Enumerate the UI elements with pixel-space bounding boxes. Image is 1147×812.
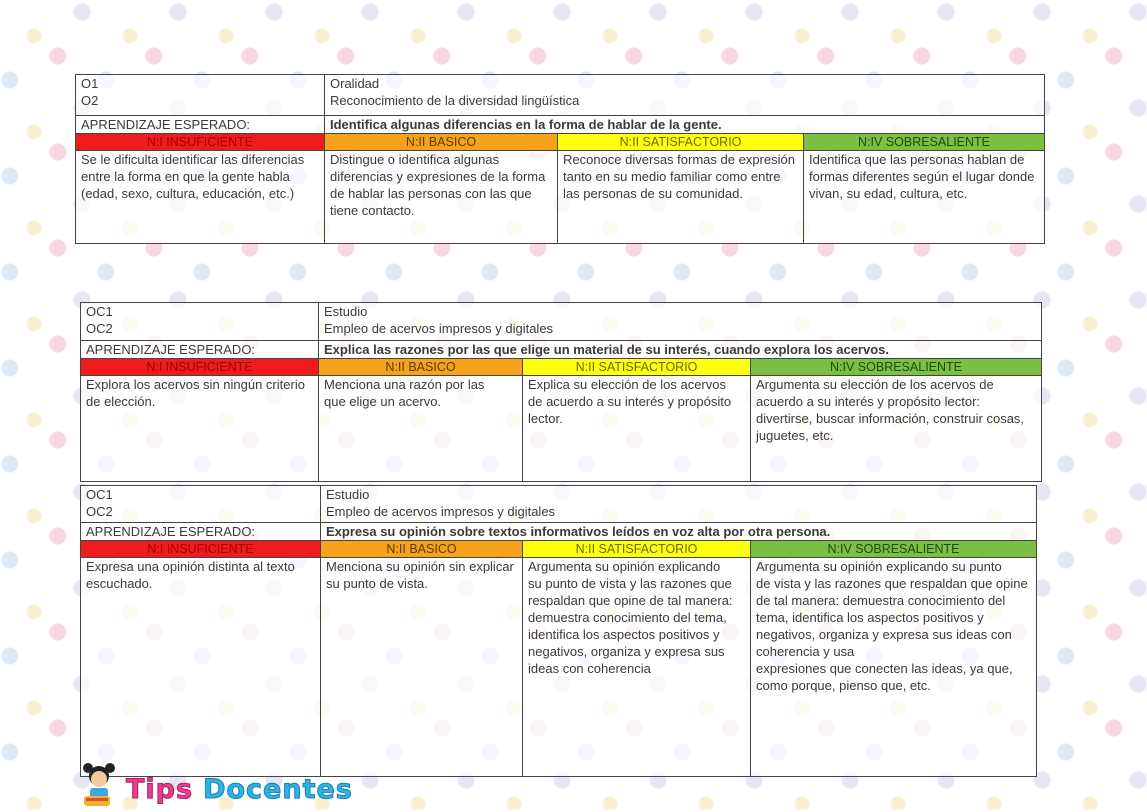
rubric-table: O1 O2 Oralidad Reconocimiento de la diver… bbox=[75, 74, 1046, 244]
level-header-iii: N:II SATISFACTORIO bbox=[522, 540, 751, 558]
level-header-ii: N:II BASICO bbox=[318, 358, 523, 376]
level-descriptor-iv: Identifica que las personas hablan de fo… bbox=[802, 150, 1046, 244]
aprendizaje-label: APRENDIZAJE ESPERADO: bbox=[75, 115, 325, 134]
level-header-iii: N:II SATISFACTORIO bbox=[557, 133, 804, 151]
level-header-i: N:I INSUFICIENTE bbox=[80, 358, 319, 376]
level-header-iv: N:IV SOBRESALIENTE bbox=[802, 133, 1046, 151]
field-topics: Oralidad Reconocimiento de la diversidad… bbox=[323, 74, 1046, 116]
tips-docentes-logo: Tips Docentes bbox=[80, 762, 353, 807]
level-descriptor-i: Expresa una opinión distinta al texto es… bbox=[80, 557, 321, 777]
level-descriptor-i: Explora los acervos sin ningún criterio … bbox=[80, 375, 319, 482]
field-codes: OC1 OC2 bbox=[80, 485, 321, 523]
field-codes: OC1 OC2 bbox=[80, 302, 319, 341]
rubric-table: OC1 OC2 Estudio Empleo de acervos impreso… bbox=[80, 485, 1038, 777]
level-descriptor-ii: Menciona su opinión sin explicar su punt… bbox=[320, 557, 523, 777]
level-descriptor-ii: Distingue o identifica algunas diferenci… bbox=[324, 150, 558, 244]
aprendizaje-label: APRENDIZAJE ESPERADO: bbox=[80, 522, 321, 541]
field-topics: Estudio Empleo de acervos impresos y dig… bbox=[319, 485, 1038, 523]
level-header-ii: N:II BASICO bbox=[324, 133, 558, 151]
aprendizaje-label: APRENDIZAJE ESPERADO: bbox=[80, 340, 319, 359]
level-header-iii: N:II SATISFACTORIO bbox=[522, 358, 751, 376]
level-descriptor-iii: Explica su elección de los acervos de ac… bbox=[522, 375, 751, 482]
level-descriptor-iii: Reconoce diversas formas de expresión ta… bbox=[557, 150, 804, 244]
aprendizaje-esperado: Explica las razones por las que elige un… bbox=[317, 340, 1043, 359]
level-descriptor-i: Se le dificulta identificar las diferenc… bbox=[75, 150, 325, 244]
girl-mascot-icon bbox=[80, 762, 122, 807]
field-topics: Estudio Empleo de acervos impresos y dig… bbox=[317, 302, 1043, 341]
level-header-i: N:I INSUFICIENTE bbox=[80, 540, 321, 558]
level-descriptor-ii: Menciona una razón por las que elige un … bbox=[318, 375, 523, 482]
level-descriptor-iv: Argumenta su opinión explicando su punto… bbox=[749, 557, 1038, 777]
aprendizaje-esperado: Expresa su opinión sobre textos informat… bbox=[319, 522, 1038, 541]
logo-word-docentes: Docentes bbox=[203, 774, 353, 806]
level-header-iv: N:IV SOBRESALIENTE bbox=[749, 540, 1038, 558]
aprendizaje-esperado: Identifica algunas diferencias en la for… bbox=[323, 115, 1046, 134]
logo-word-tips: Tips bbox=[125, 774, 194, 806]
level-header-i: N:I INSUFICIENTE bbox=[75, 133, 325, 151]
field-codes: O1 O2 bbox=[75, 74, 325, 116]
level-descriptor-iv: Argumenta su elección de los acervos de … bbox=[749, 375, 1043, 482]
level-descriptor-iii: Argumenta su opinión explicando su punto… bbox=[522, 557, 751, 777]
level-header-ii: N:II BASICO bbox=[320, 540, 523, 558]
level-header-iv: N:IV SOBRESALIENTE bbox=[749, 358, 1043, 376]
rubric-table: OC1 OC2 Estudio Empleo de acervos impreso… bbox=[80, 302, 1043, 482]
